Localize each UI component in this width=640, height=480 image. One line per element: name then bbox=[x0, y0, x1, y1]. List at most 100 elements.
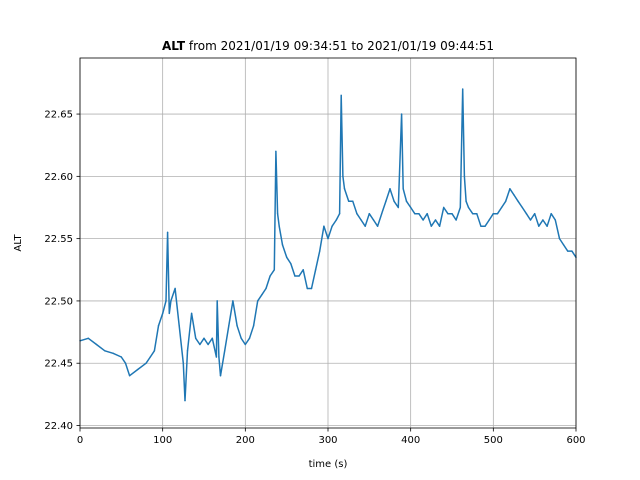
data-point bbox=[128, 375, 131, 377]
chart-title-rest: from 2021/01/19 09:34:51 to 2021/01/19 0… bbox=[185, 39, 494, 53]
data-point bbox=[405, 200, 408, 202]
data-point bbox=[186, 350, 189, 352]
data-point bbox=[462, 88, 464, 90]
data-point bbox=[542, 219, 544, 221]
data-point bbox=[513, 194, 515, 196]
data-point bbox=[104, 350, 106, 352]
data-point bbox=[484, 225, 486, 227]
data-point bbox=[492, 213, 494, 215]
data-point bbox=[438, 225, 441, 227]
data-point bbox=[546, 225, 548, 227]
data-point bbox=[137, 368, 139, 371]
data-point bbox=[562, 244, 565, 246]
data-point bbox=[480, 225, 482, 227]
data-point bbox=[389, 188, 391, 190]
data-point bbox=[397, 206, 399, 209]
data-point bbox=[402, 188, 404, 190]
data-point bbox=[228, 325, 230, 327]
data-point bbox=[120, 356, 123, 358]
data-point bbox=[195, 337, 197, 339]
data-point bbox=[275, 150, 277, 153]
data-point bbox=[112, 352, 114, 354]
data-point bbox=[525, 213, 528, 215]
x-tick-label: 600 bbox=[566, 435, 585, 446]
data-point bbox=[286, 256, 288, 258]
plot-area bbox=[79, 88, 577, 402]
data-point bbox=[182, 362, 184, 364]
data-point bbox=[385, 200, 387, 202]
data-point bbox=[219, 375, 222, 377]
data-point bbox=[157, 325, 160, 327]
data-point bbox=[376, 225, 379, 227]
data-point bbox=[550, 213, 552, 215]
data-point bbox=[294, 275, 296, 277]
data-point bbox=[314, 269, 317, 271]
chart-title: ALT from 2021/01/19 09:34:51 to 2021/01/… bbox=[162, 39, 494, 53]
data-point bbox=[224, 350, 226, 352]
data-point bbox=[216, 300, 218, 302]
data-point bbox=[434, 219, 437, 221]
data-point bbox=[261, 294, 263, 296]
data-point bbox=[476, 213, 478, 215]
y-tick-label: 22.40 bbox=[44, 421, 73, 432]
data-point bbox=[521, 206, 523, 209]
data-point bbox=[331, 225, 333, 227]
data-point bbox=[244, 343, 246, 346]
y-tick-label: 22.55 bbox=[44, 234, 73, 245]
series-line-alt bbox=[79, 88, 577, 402]
data-point bbox=[290, 262, 292, 265]
x-tick-label: 300 bbox=[318, 435, 337, 446]
data-point bbox=[306, 287, 308, 290]
data-point bbox=[529, 219, 532, 221]
data-point bbox=[360, 219, 362, 221]
data-point bbox=[211, 337, 213, 339]
data-point bbox=[327, 237, 329, 240]
y-tick-label: 22.50 bbox=[44, 296, 73, 307]
data-point bbox=[343, 188, 346, 190]
data-point bbox=[190, 312, 193, 315]
data-point bbox=[517, 200, 519, 202]
data-point bbox=[252, 325, 255, 327]
data-point bbox=[571, 250, 573, 252]
data-point bbox=[418, 213, 420, 215]
data-point bbox=[348, 200, 350, 202]
data-point bbox=[340, 94, 342, 97]
data-point bbox=[393, 200, 395, 202]
data-point bbox=[534, 213, 536, 215]
data-point bbox=[323, 225, 325, 227]
grid bbox=[79, 58, 577, 428]
x-tick-label: 0 bbox=[77, 435, 83, 446]
y-tick-label: 22.65 bbox=[44, 110, 73, 121]
data-point bbox=[257, 300, 259, 302]
data-point bbox=[153, 350, 156, 352]
data-point bbox=[310, 287, 313, 290]
data-point bbox=[145, 362, 147, 364]
data-point bbox=[170, 300, 172, 302]
data-point bbox=[207, 343, 209, 346]
data-point bbox=[538, 225, 540, 227]
data-point bbox=[430, 225, 432, 227]
data-point bbox=[381, 213, 383, 215]
data-point bbox=[199, 343, 201, 346]
y-axis: 22.40 22.45 22.50 22.55 22.60 22.65 bbox=[44, 110, 80, 432]
x-tick-label: 100 bbox=[153, 435, 172, 446]
x-tick-label: 500 bbox=[484, 435, 503, 446]
data-point bbox=[178, 325, 180, 327]
chart-title-bold: ALT bbox=[162, 39, 186, 53]
data-point bbox=[443, 206, 445, 209]
data-point bbox=[496, 213, 499, 215]
data-point bbox=[505, 200, 507, 202]
data-point bbox=[364, 225, 366, 227]
data-point bbox=[248, 337, 251, 339]
data-point bbox=[338, 213, 341, 215]
data-point bbox=[168, 312, 170, 315]
data-point bbox=[356, 213, 358, 215]
data-point bbox=[302, 269, 304, 271]
data-point bbox=[459, 206, 461, 209]
data-point bbox=[265, 287, 267, 290]
data-point bbox=[149, 356, 151, 358]
data-point bbox=[447, 213, 449, 215]
data-point bbox=[166, 231, 169, 234]
data-point bbox=[455, 219, 457, 221]
